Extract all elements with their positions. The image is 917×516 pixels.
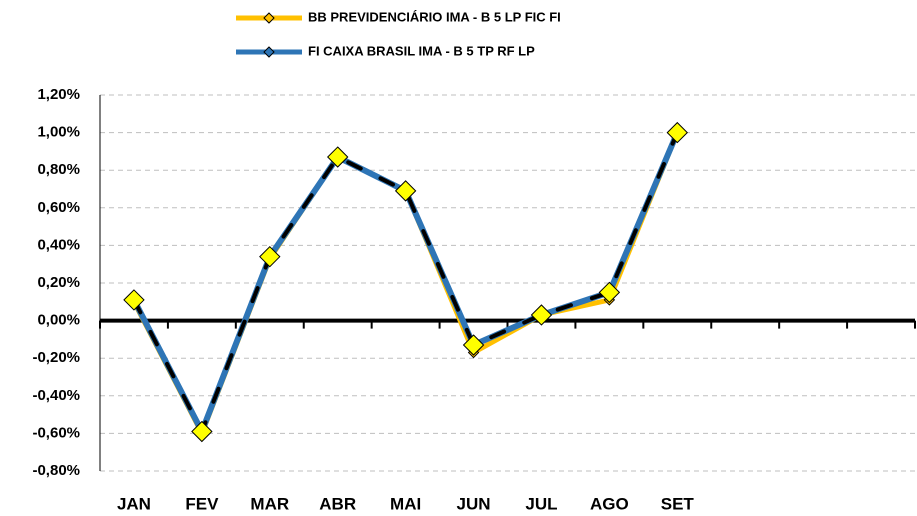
x-tick-label: SET (661, 494, 695, 513)
series-overlay (131, 130, 680, 437)
y-tick-label: 1,20% (37, 86, 80, 103)
y-tick-label: -0,20% (32, 349, 80, 366)
x-tick-label: JAN (117, 494, 151, 513)
x-tick-label: AGO (590, 494, 629, 513)
data-point (462, 334, 485, 356)
data-point (327, 146, 349, 168)
x-tick-label: MAR (250, 494, 289, 513)
legend-label: FI CAIXA BRASIL IMA - B 5 TP RF LP (308, 43, 535, 58)
x-tick-label: FEV (185, 494, 219, 513)
legend-label: BB PREVIDENCIÁRIO IMA - B 5 LP FIC FI (308, 9, 561, 24)
data-point (394, 180, 417, 202)
y-tick-label: -0,80% (32, 462, 80, 479)
legend-marker (263, 46, 275, 58)
x-tick-label: JUL (525, 494, 557, 513)
y-tick-label: -0,60% (32, 424, 80, 441)
y-tick-label: 0,60% (37, 199, 80, 216)
y-tick-label: -0,40% (32, 387, 80, 404)
series-line (131, 131, 681, 435)
legend-marker (263, 12, 275, 24)
y-tick-label: 1,00% (37, 124, 80, 141)
x-tick-label: MAI (390, 494, 421, 513)
data-point (598, 281, 621, 304)
y-tick-label: 0,00% (37, 312, 80, 329)
y-tick-label: 0,40% (37, 236, 80, 253)
data-point (191, 420, 213, 443)
data-point (123, 289, 145, 311)
y-tick-label: 0,80% (37, 161, 80, 178)
data-point (259, 245, 281, 268)
x-tick-label: JUN (457, 494, 491, 513)
data-point (666, 121, 688, 144)
data-point (530, 304, 553, 326)
x-tick-label: ABR (319, 494, 356, 513)
y-tick-label: 0,20% (37, 274, 80, 291)
